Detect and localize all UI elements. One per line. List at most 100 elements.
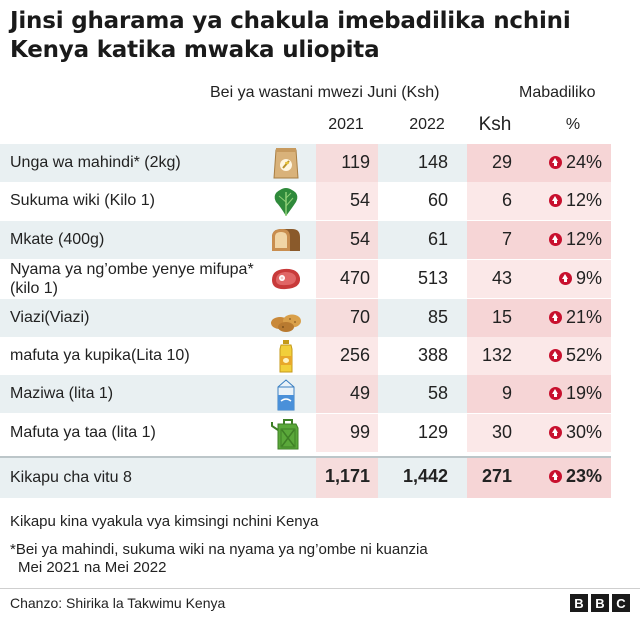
table-row: Sukuma wiki (Kilo 1) 54 60 6 12% [0, 182, 640, 220]
bbc-logo-letter: C [612, 594, 630, 612]
change-ksh: 271 [481, 466, 512, 486]
beef-steak-icon [268, 262, 304, 296]
item-label: Unga wa mahindi* (2kg) [10, 154, 181, 171]
change-highlight [467, 221, 611, 259]
col-2021-highlight [316, 337, 378, 375]
table-row: mafuta ya kupika(Lita 10) 256 388 132 52% [0, 337, 640, 375]
col-2021-highlight [316, 299, 378, 337]
price-2021: 119 [341, 152, 370, 172]
cooking-oil-bottle-icon [268, 339, 304, 373]
price-2021: 1,171 [324, 466, 370, 486]
change-percent-value: 12% [565, 229, 602, 249]
price-2021: 70 [349, 307, 370, 327]
change-percent: 12% [538, 229, 602, 250]
jerrycan-icon [268, 416, 304, 450]
increase-arrow-icon [548, 387, 562, 400]
change-percent: 52% [538, 345, 602, 366]
col-2021-highlight [316, 375, 378, 413]
price-2022: 61 [427, 229, 448, 249]
item-label: Maziwa (lita 1) [10, 385, 114, 402]
increase-arrow-icon [558, 272, 572, 285]
item-label: Sukuma wiki (Kilo 1) [10, 192, 155, 209]
change-percent-value: 19% [565, 383, 602, 403]
change-highlight [467, 458, 611, 498]
ksh-header: Ksh [478, 114, 512, 135]
total-row: Kikapu cha vitu 8 1,171 1,442 271 23% [0, 458, 640, 498]
change-percent-value: 23% [565, 466, 602, 486]
footnote-line-1: *Bei ya mahindi, sukuma wiki na nyama ya… [10, 541, 428, 558]
change-percent-value: 21% [565, 307, 602, 327]
change-ksh: 7 [501, 229, 512, 249]
price-2021: 54 [349, 190, 370, 210]
increase-arrow-icon [548, 470, 562, 483]
chart-title: Jinsi gharama ya chakula imebadilika nch… [10, 8, 571, 63]
change-percent: 9% [538, 268, 602, 289]
item-label: Mafuta ya taa (lita 1) [10, 424, 156, 441]
change-percent-value: 9% [575, 268, 602, 288]
table-row: Mkate (400g) 54 61 7 12% [0, 221, 640, 259]
change-percent-value: 52% [565, 345, 602, 365]
milk-carton-icon [268, 377, 304, 411]
change-percent: 24% [538, 152, 602, 173]
table-row: Nyama ya ng’ombe yenye mifupa* (kilo 1) 4… [0, 260, 640, 298]
col-2021-highlight [316, 221, 378, 259]
price-2022: 388 [417, 345, 448, 365]
price-2022: 148 [417, 152, 448, 172]
bread-icon [268, 223, 304, 257]
change-highlight [467, 337, 611, 375]
potatoes-icon [268, 301, 304, 335]
price-2021: 256 [339, 345, 370, 365]
table-row: Viazi(Viazi) 70 85 15 21% [0, 299, 640, 337]
col-2021-highlight [316, 260, 378, 298]
price-2022: 85 [427, 307, 448, 327]
price-2022: 1,442 [402, 466, 448, 486]
item-label: Nyama ya ng’ombe yenye mifupa* (kilo 1) [10, 261, 254, 297]
table-row: Mafuta ya taa (lita 1) 99 129 30 30% [0, 414, 640, 452]
col-2021-highlight [316, 182, 378, 220]
item-label: Kikapu cha vitu 8 [10, 469, 132, 486]
bbc-logo: B B C [570, 594, 630, 612]
change-ksh: 132 [481, 345, 512, 365]
price-2021: 54 [349, 229, 370, 249]
change-percent: 19% [538, 383, 602, 404]
table-row: Maziwa (lita 1) 49 58 9 19% [0, 375, 640, 413]
change-ksh: 9 [501, 383, 512, 403]
change-highlight [467, 414, 611, 452]
change-ksh: 43 [491, 268, 512, 288]
price-2022: 60 [427, 190, 448, 210]
col-2021-highlight [316, 458, 378, 498]
change-highlight [467, 182, 611, 220]
item-label: Mkate (400g) [10, 231, 105, 248]
change-highlight [467, 299, 611, 337]
increase-arrow-icon [548, 194, 562, 207]
change-highlight [467, 260, 611, 298]
maize-flour-icon [268, 146, 304, 180]
price-2022: 129 [417, 422, 448, 442]
price-2022: 58 [427, 383, 448, 403]
footer-divider [0, 588, 640, 589]
change-percent-value: 12% [565, 190, 602, 210]
col-2021-highlight [316, 414, 378, 452]
table-row: Unga wa mahindi* (2kg) 119 148 29 24% [0, 144, 640, 182]
increase-arrow-icon [548, 311, 562, 324]
bbc-logo-letter: B [570, 594, 588, 612]
change-highlight [467, 375, 611, 413]
increase-arrow-icon [548, 233, 562, 246]
year-2021-header: 2021 [328, 116, 364, 133]
price-2021: 99 [349, 422, 370, 442]
col-2021-highlight [316, 144, 378, 182]
increase-arrow-icon [548, 156, 562, 169]
basket-note: Kikapu kina vyakula vya kimsingi nchini … [10, 513, 319, 530]
footnote-line-2: Mei 2021 na Mei 2022 [18, 559, 167, 576]
increase-arrow-icon [548, 349, 562, 362]
change-ksh: 6 [501, 190, 512, 210]
total-separator [0, 456, 611, 458]
item-label: mafuta ya kupika(Lita 10) [10, 347, 190, 364]
change-header: Mabadiliko [519, 84, 596, 101]
change-ksh: 15 [491, 307, 512, 327]
change-ksh: 30 [491, 422, 512, 442]
source-text: Chanzo: Shirika la Takwimu Kenya [10, 595, 226, 611]
change-percent: 12% [538, 190, 602, 211]
year-2022-header: 2022 [409, 116, 445, 133]
bbc-logo-letter: B [591, 594, 609, 612]
